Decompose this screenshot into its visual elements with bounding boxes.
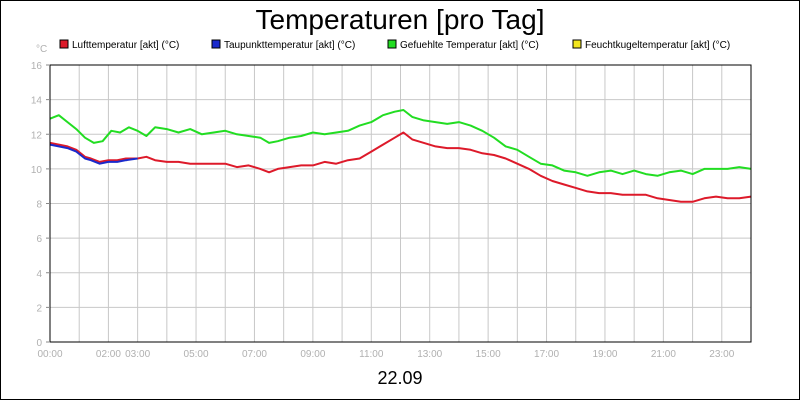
y-tick-label: 10 — [31, 165, 43, 176]
y-tick-label: 2 — [36, 303, 42, 314]
series-layer — [49, 109, 752, 203]
x-axis-ticks: 00:00 02:00 03:00 05:00 07:00 09:00 11:00 13:00… — [37, 349, 734, 360]
y-axis-ticks: 0 2 4 6 8 10 12 14 16 — [31, 61, 50, 349]
legend-label: Feuchtkugeltemperatur [akt] (°C) — [585, 40, 730, 51]
legend-label: Lufttemperatur [akt] (°C) — [72, 40, 179, 51]
x-tick-label: 07:00 — [242, 349, 267, 360]
y-tick-label: 12 — [31, 130, 43, 141]
x-tick-label: 17:00 — [534, 349, 559, 360]
x-tick-label: 13:00 — [417, 349, 442, 360]
y-tick-label: 6 — [36, 234, 42, 245]
x-tick-label: 23:00 — [709, 349, 734, 360]
x-tick-label: 21:00 — [651, 349, 676, 360]
x-tick-label: 02:00 — [96, 349, 121, 360]
series-line-2 — [49, 143, 138, 165]
y-tick-label: 8 — [36, 200, 42, 211]
x-tick-label: 11:00 — [359, 349, 384, 360]
series-line-1 — [49, 131, 752, 203]
x-tick-label: 19:00 — [592, 349, 617, 360]
x-tick-label: 09:00 — [300, 349, 325, 360]
y-tick-label: 0 — [36, 338, 42, 349]
legend-label: Gefuehlte Temperatur [akt] (°C) — [400, 40, 539, 51]
y-axis-unit-label: °C — [36, 44, 47, 55]
x-tick-label: 15:00 — [476, 349, 501, 360]
x-tick-label: 00:00 — [37, 349, 62, 360]
legend: Lufttemperatur [akt] (°C) Taupunkttempera… — [59, 39, 730, 51]
x-axis-date-label: 22.09 — [377, 368, 422, 388]
legend-swatch — [211, 39, 221, 49]
y-tick-label: 14 — [31, 96, 43, 107]
legend-swatch — [387, 39, 397, 49]
series-line-3 — [49, 109, 752, 177]
chart-title: Temperaturen [pro Tag] — [256, 4, 545, 35]
legend-label: Taupunkttemperatur [akt] (°C) — [224, 40, 355, 51]
legend-swatch — [572, 39, 582, 49]
x-tick-label: 03:00 — [125, 349, 150, 360]
x-tick-label: 05:00 — [184, 349, 209, 360]
legend-swatch — [59, 39, 69, 49]
y-tick-label: 16 — [31, 61, 43, 72]
y-tick-label: 4 — [36, 269, 42, 280]
